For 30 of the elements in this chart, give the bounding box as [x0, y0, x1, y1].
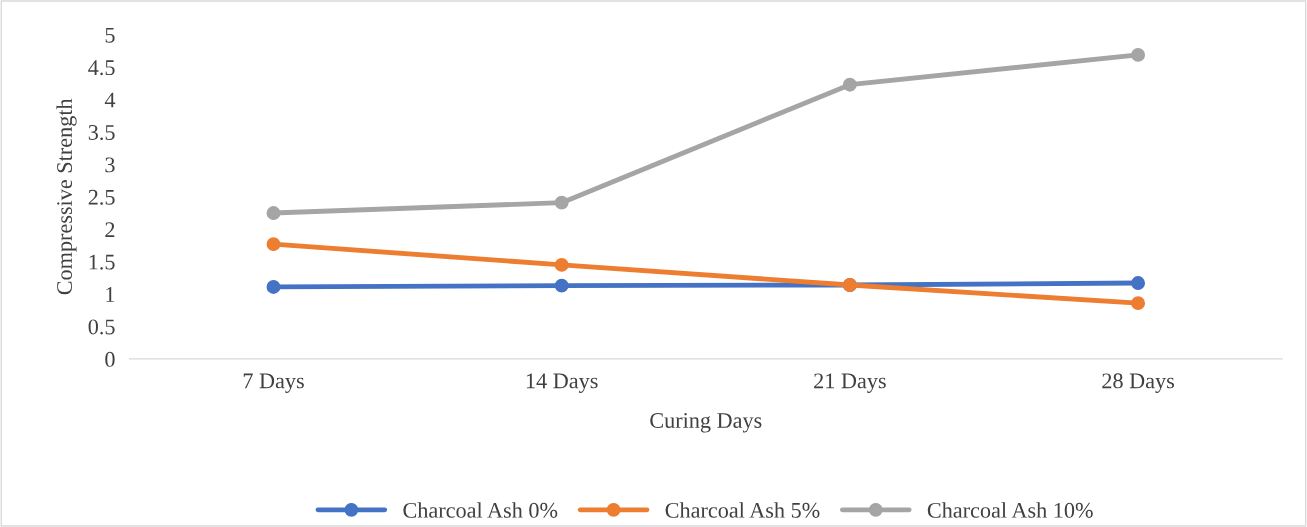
point — [266, 237, 281, 252]
x-tick-label: 28 Days — [1102, 373, 1174, 393]
x-tick-label: 14 Days — [526, 373, 598, 393]
y-tick-label: 3.5 — [88, 125, 115, 141]
y-tick-label: 2.5 — [88, 189, 115, 205]
point — [266, 279, 281, 294]
point — [554, 257, 569, 272]
point — [554, 195, 569, 210]
y-tick-label: 4.5 — [88, 60, 115, 76]
x-tick-label: 21 Days — [814, 373, 886, 393]
y-tick-label: 1.5 — [89, 254, 115, 270]
legend-label: Charcoal Ash 0% — [403, 502, 558, 518]
point — [266, 206, 281, 220]
y-tick-label: 4 — [104, 92, 116, 108]
point — [1131, 47, 1146, 62]
y-tick-label: 2 — [105, 222, 115, 237]
x-axis-title: Curing Days — [650, 413, 762, 433]
y-tick-label: 1 — [106, 287, 115, 302]
legend-label: Charcoal Ash 5% — [665, 502, 820, 518]
y-axis-title: Compressive Strength — [56, 98, 77, 295]
point — [1131, 296, 1146, 311]
y-tick-label: 0 — [105, 351, 115, 367]
point — [554, 278, 569, 293]
x-tick-label: 7 Days — [243, 373, 304, 393]
y-tick-label: 3 — [105, 157, 115, 173]
point — [1131, 276, 1146, 290]
y-tick-label: 5 — [105, 27, 115, 43]
legend-label: Charcoal Ash 10% — [927, 502, 1093, 518]
y-tick-label: 0.5 — [88, 319, 115, 335]
point — [842, 77, 857, 92]
